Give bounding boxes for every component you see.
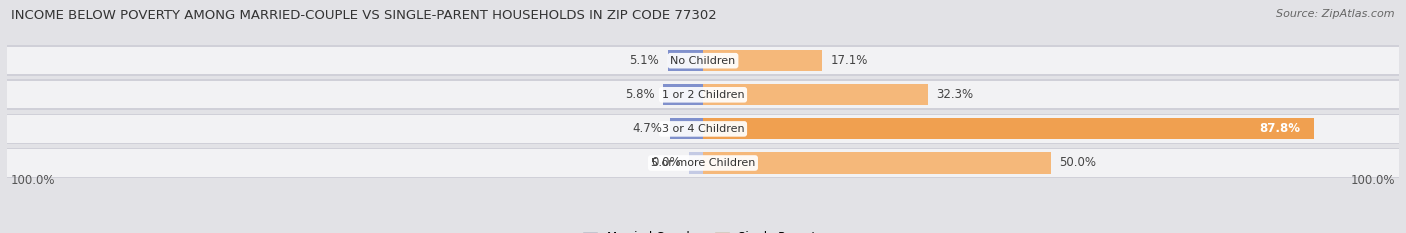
Text: 3 or 4 Children: 3 or 4 Children [662, 124, 744, 134]
Bar [7, 81, 1399, 108]
Text: Source: ZipAtlas.com: Source: ZipAtlas.com [1277, 9, 1395, 19]
Text: 17.1%: 17.1% [831, 54, 868, 67]
Text: 1 or 2 Children: 1 or 2 Children [662, 90, 744, 100]
Bar [703, 84, 928, 105]
Bar [689, 152, 703, 174]
Text: 4.7%: 4.7% [633, 122, 662, 135]
Bar [703, 50, 823, 71]
Bar [7, 47, 1399, 74]
Bar [703, 118, 1315, 140]
Bar [7, 115, 1399, 143]
Bar [7, 148, 1399, 178]
Bar [662, 84, 703, 105]
Text: 0.0%: 0.0% [651, 157, 681, 169]
Bar [7, 79, 1399, 110]
Text: 50.0%: 50.0% [1059, 157, 1097, 169]
Bar [703, 152, 1052, 174]
Text: 5.1%: 5.1% [630, 54, 659, 67]
Bar [7, 149, 1399, 177]
Bar [668, 50, 703, 71]
Text: 87.8%: 87.8% [1260, 122, 1301, 135]
Text: 100.0%: 100.0% [10, 174, 55, 187]
Bar [7, 45, 1399, 76]
Bar [7, 113, 1399, 144]
Text: INCOME BELOW POVERTY AMONG MARRIED-COUPLE VS SINGLE-PARENT HOUSEHOLDS IN ZIP COD: INCOME BELOW POVERTY AMONG MARRIED-COUPL… [11, 9, 717, 22]
Text: 32.3%: 32.3% [936, 88, 973, 101]
Text: 5.8%: 5.8% [624, 88, 654, 101]
Text: 100.0%: 100.0% [1351, 174, 1396, 187]
Bar [671, 118, 703, 140]
Text: 5 or more Children: 5 or more Children [651, 158, 755, 168]
Text: No Children: No Children [671, 56, 735, 66]
Legend: Married Couples, Single Parents: Married Couples, Single Parents [579, 226, 827, 233]
